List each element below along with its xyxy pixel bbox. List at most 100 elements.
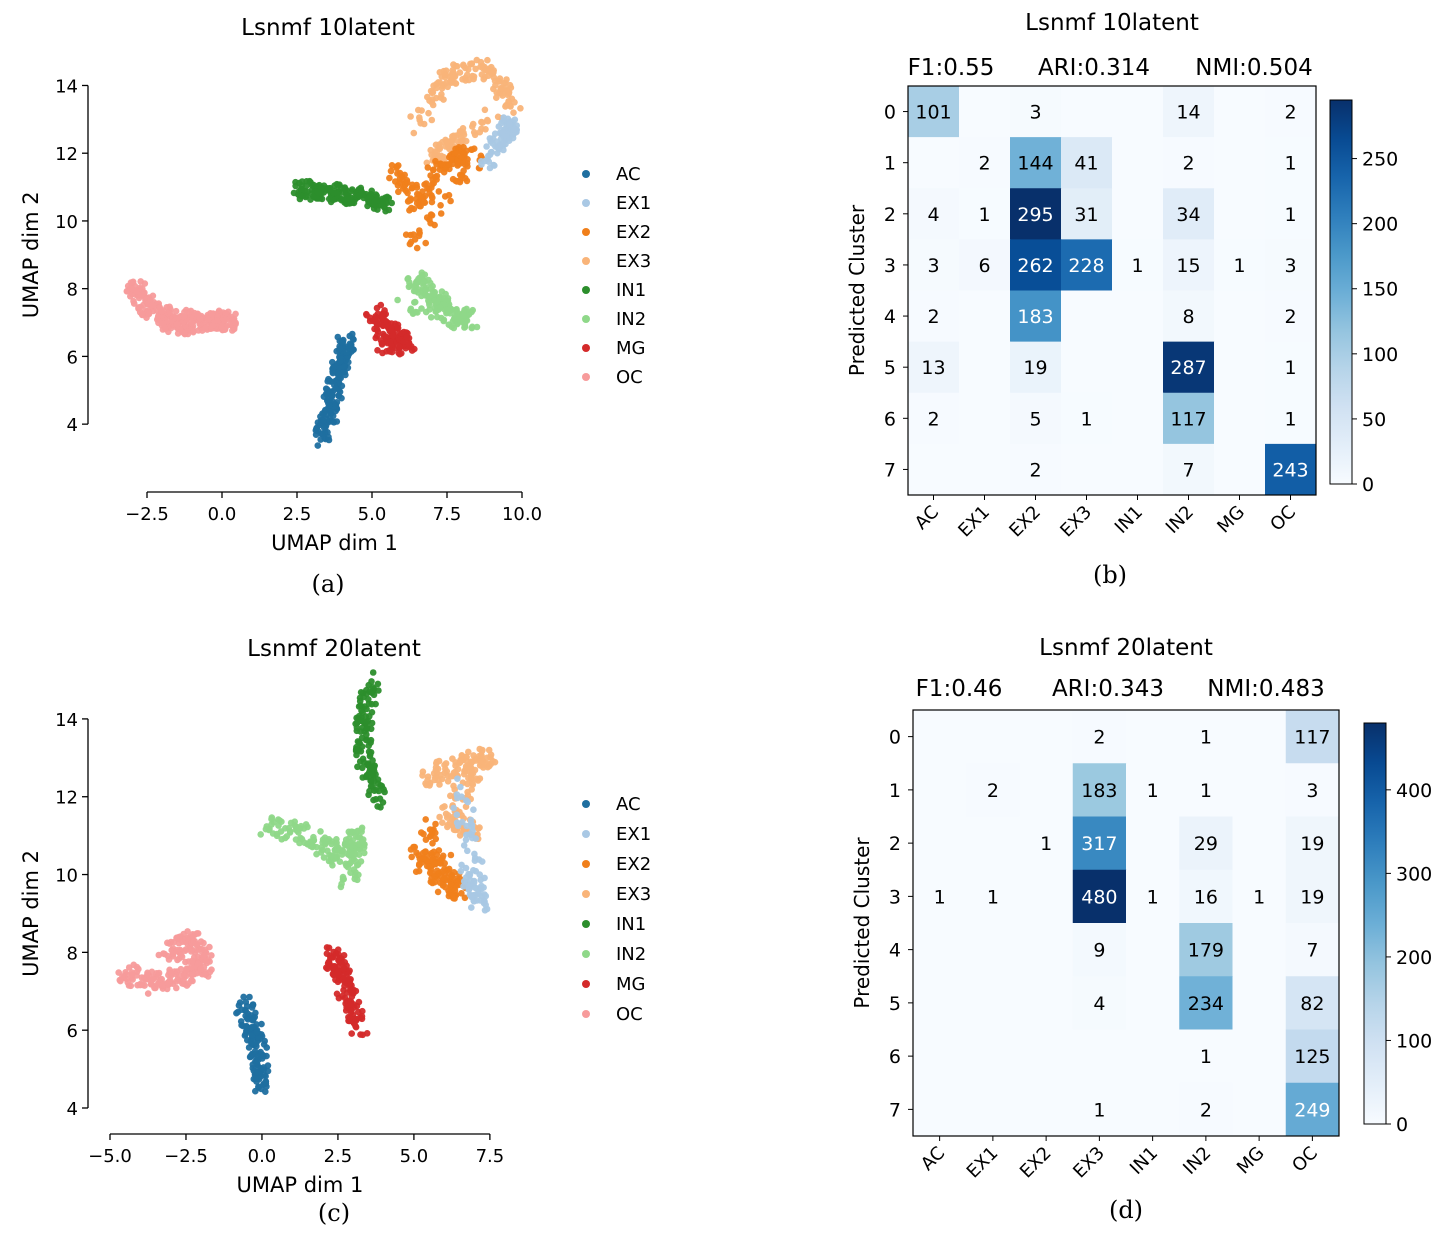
legend-label-ex1: EX1 xyxy=(616,193,651,214)
data-point xyxy=(376,795,384,802)
data-point xyxy=(491,162,498,169)
data-point xyxy=(206,968,214,976)
cell-value: 2 xyxy=(1093,727,1105,749)
legend-label-ac: AC xyxy=(616,794,641,815)
data-point xyxy=(222,310,230,317)
heatmap-cell xyxy=(1061,86,1113,138)
heatmap-cell xyxy=(908,443,960,496)
data-point xyxy=(432,820,439,828)
data-point xyxy=(238,1021,245,1029)
data-point xyxy=(331,403,338,410)
data-point xyxy=(356,192,363,199)
data-point xyxy=(410,129,418,137)
data-point xyxy=(436,859,444,867)
data-point xyxy=(281,834,289,842)
cell-value: 1 xyxy=(1233,255,1245,277)
data-point xyxy=(333,418,341,425)
x-tick-label: 5.0 xyxy=(400,1146,429,1167)
data-point xyxy=(416,227,423,234)
metric-f1: F1:0.55 xyxy=(908,55,995,81)
heatmap-cell xyxy=(1126,816,1180,871)
data-point xyxy=(346,1014,354,1022)
cell-value: 7 xyxy=(1306,940,1318,962)
data-point xyxy=(428,151,435,159)
cell-value: 7 xyxy=(1182,459,1194,481)
metric-nmi: NMI:0.504 xyxy=(1195,55,1312,81)
data-point xyxy=(491,758,499,766)
data-point xyxy=(420,854,427,862)
heatmap-cell xyxy=(1112,86,1164,138)
data-point xyxy=(374,206,381,213)
data-point xyxy=(334,946,342,953)
heatmap-cell xyxy=(1112,341,1164,394)
data-point xyxy=(452,177,460,185)
data-point xyxy=(119,973,126,980)
heatmap-cell xyxy=(913,976,967,1030)
data-point xyxy=(259,1055,266,1062)
data-point xyxy=(479,757,487,765)
data-point xyxy=(319,846,326,854)
heatmap-cell xyxy=(1010,443,1062,496)
heatmap-cell xyxy=(1072,923,1127,977)
data-point xyxy=(137,278,144,285)
data-point xyxy=(155,969,163,977)
y-tick-label: 4 xyxy=(67,1099,78,1120)
x-tick-label: EX2 xyxy=(1005,502,1045,542)
data-point xyxy=(394,324,402,332)
heatmap-cell xyxy=(1010,290,1062,343)
data-point xyxy=(374,680,382,688)
data-point xyxy=(463,177,471,185)
colorbar-tick-label: 0 xyxy=(1362,474,1374,496)
data-point xyxy=(325,433,332,441)
heatmap-frame xyxy=(907,85,1317,496)
data-point xyxy=(499,128,507,136)
heatmap-cell xyxy=(1285,763,1340,817)
cell-value: 3 xyxy=(1029,102,1041,124)
data-point xyxy=(379,314,386,321)
data-point xyxy=(428,192,435,199)
y-tick-label: 6 xyxy=(67,1021,78,1042)
y-tick-label: 2 xyxy=(889,833,901,855)
data-point xyxy=(474,777,482,784)
data-point xyxy=(329,862,336,869)
heatmap-cell xyxy=(1232,976,1287,1030)
data-point xyxy=(345,200,353,207)
legend-marker-mg xyxy=(582,344,590,352)
data-point xyxy=(409,181,416,189)
data-point xyxy=(471,850,478,858)
data-point xyxy=(429,840,436,847)
data-point xyxy=(401,171,409,179)
data-point xyxy=(449,755,456,762)
cell-value: 234 xyxy=(1188,993,1224,1015)
data-point xyxy=(218,323,225,331)
y-tick-label: 5 xyxy=(889,993,901,1015)
data-point xyxy=(493,94,500,101)
data-point xyxy=(461,894,469,902)
y-tick-label: 7 xyxy=(889,1099,901,1121)
data-point xyxy=(477,897,484,904)
data-point xyxy=(197,965,205,973)
y-tick-label: 3 xyxy=(884,255,896,277)
heatmap-cell xyxy=(908,188,960,240)
data-point xyxy=(341,982,348,990)
confusion-heatmap-10latent: Lsnmf 10latent F1:0.55 ARI:0.314 NMI:0.504 1… xyxy=(845,10,1398,589)
heatmap-cell xyxy=(913,710,967,764)
data-point xyxy=(332,385,340,392)
cell-value: 1 xyxy=(1040,833,1052,855)
data-point xyxy=(354,861,362,868)
data-point xyxy=(447,145,455,153)
x-tick-label: EX2 xyxy=(1016,1143,1056,1183)
x-tick-label: 7.5 xyxy=(476,1146,505,1167)
data-point xyxy=(468,904,475,911)
legend-label-ex3: EX3 xyxy=(616,884,651,905)
data-point xyxy=(488,70,496,77)
data-point xyxy=(139,981,146,989)
legend-marker-ac xyxy=(582,170,590,178)
data-point xyxy=(164,939,171,947)
cell-value: 1 xyxy=(987,886,999,908)
heatmap-cell xyxy=(959,392,1011,445)
y-tick-label: 7 xyxy=(884,459,896,481)
data-point xyxy=(408,853,416,861)
heatmap-cell xyxy=(1179,976,1233,1030)
heatmap-cell xyxy=(1019,1082,1074,1137)
